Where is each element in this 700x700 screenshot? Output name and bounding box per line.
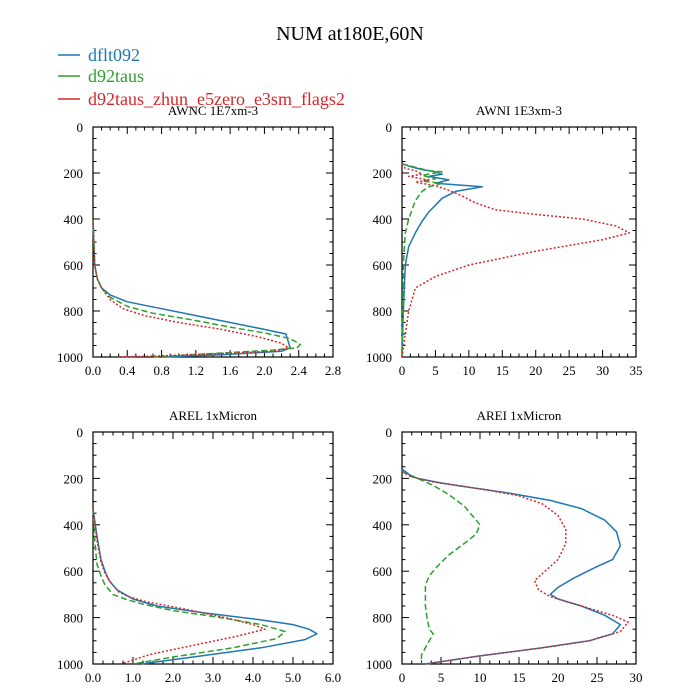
y-tick-label: 400 [373,518,393,533]
y-tick-label: 800 [373,304,393,319]
y-tick-label: 200 [64,471,84,486]
x-tick-label: 1.2 [188,363,204,378]
y-tick-label: 200 [64,166,84,181]
x-tick-label: 0 [399,363,406,378]
y-tick-label: 1000 [366,657,392,672]
y-tick-label: 600 [64,564,84,579]
series-line-dflt092 [401,468,622,665]
x-tick-label: 20 [552,670,565,685]
y-tick-label: 800 [373,611,393,626]
panel-frame [92,431,334,665]
legend: dflt092 d92taus d92taus_zhun_e5zero_e3sm… [58,45,345,109]
y-tick-label: 800 [64,611,84,626]
x-tick-label: 5 [432,363,439,378]
y-tick-label: 0 [386,425,393,440]
x-tick-label: 6.0 [325,670,341,685]
panel-title: AREL 1xMicron [169,408,257,423]
series-line-d92taus_zhun_e5zero_e3sm_flags2 [401,163,631,358]
y-tick-label: 1000 [57,657,83,672]
series-line-d92taus [401,470,481,664]
panel-2: AWNI 1E3xm-3 0 5 10 15 20 25 30 35 0 200 400 600 800 1… [366,103,643,378]
x-tick-label: 0.8 [153,363,169,378]
x-tick-label: 2.0 [165,670,181,685]
x-tick-label: 0 [399,670,406,685]
x-tick-label: 25 [591,670,604,685]
x-tick-label: 10 [474,670,487,685]
y-tick-label: 0 [77,425,84,440]
x-tick-label: 2.4 [291,363,308,378]
x-tick-label: 0.4 [119,363,136,378]
panel-frame [401,126,637,358]
series-line-d92taus [92,508,286,665]
x-tick-label: 25 [563,363,576,378]
panel-title: AREI 1xMicron [477,408,562,423]
y-tick-label: 1000 [366,350,392,365]
y-tick-label: 0 [386,120,393,135]
x-tick-label: 5 [438,670,445,685]
x-tick-label: 1.0 [125,670,141,685]
legend-label-d92taus: d92taus [88,66,144,86]
x-tick-label: 1.6 [222,363,239,378]
x-tick-label: 35 [630,363,643,378]
series-line-dflt092 [92,218,291,358]
x-tick-label: 10 [462,363,475,378]
x-tick-label: 2.8 [325,363,341,378]
x-tick-label: 3.0 [205,670,221,685]
y-tick-label: 400 [64,518,84,533]
x-tick-label: 30 [596,363,609,378]
series-line-dflt092 [92,508,318,665]
figure-title: NUM at180E,60N [276,23,424,45]
panel-3: AREL 1xMicron 0.0 1.0 2.0 3.0 4.0 5.0 6.0 0 200 40… [57,408,341,685]
panel-frame [401,431,637,665]
y-tick-label: 0 [77,120,84,135]
y-tick-label: 200 [373,471,393,486]
y-tick-label: 800 [64,304,84,319]
panel-frame [92,126,334,358]
x-tick-label: 20 [529,363,542,378]
series-line-d92taus [401,163,443,358]
y-tick-label: 600 [373,258,393,273]
x-tick-label: 15 [513,670,526,685]
panel-4: AREI 1xMicron 0 5 10 15 20 25 30 0 200 400 600 800 10… [366,408,643,685]
x-tick-label: 15 [496,363,509,378]
series-line-dflt092 [401,163,483,358]
panel-1: AWNC 1E7xm-3 0.0 0.4 0.8 1.2 1.6 2.0 2.4 2.8 0 200… [57,103,341,378]
legend-label-dflt092: dflt092 [88,45,140,65]
x-tick-label: 30 [630,670,643,685]
x-tick-label: 4.0 [245,670,261,685]
x-tick-label: 2.0 [256,363,272,378]
x-tick-label: 0.0 [85,670,101,685]
x-tick-label: 0.0 [85,363,101,378]
series-line-d92taus_zhun_e5zero_e3sm_flags2 [401,470,629,665]
y-tick-label: 400 [373,212,393,227]
legend-label-d92taus-zhun: d92taus_zhun_e5zero_e3sm_flags2 [88,89,345,109]
panel-title: AWNC 1E7xm-3 [168,103,258,118]
y-tick-label: 600 [64,258,84,273]
y-tick-label: 600 [373,564,393,579]
series-line-d92taus_zhun_e5zero_e3sm_flags2 [92,218,290,358]
y-tick-label: 200 [373,166,393,181]
y-tick-label: 1000 [57,350,83,365]
series-line-d92taus_zhun_e5zero_e3sm_flags2 [92,508,266,665]
panel-title: AWNI 1E3xm-3 [476,103,562,118]
y-tick-label: 400 [64,212,84,227]
x-tick-label: 5.0 [285,670,301,685]
series-line-d92taus [92,218,302,358]
panels: AWNC 1E7xm-30.0 0.4 0.8 1.2 1.6 2.0 2.4 2.80200… [57,103,643,685]
